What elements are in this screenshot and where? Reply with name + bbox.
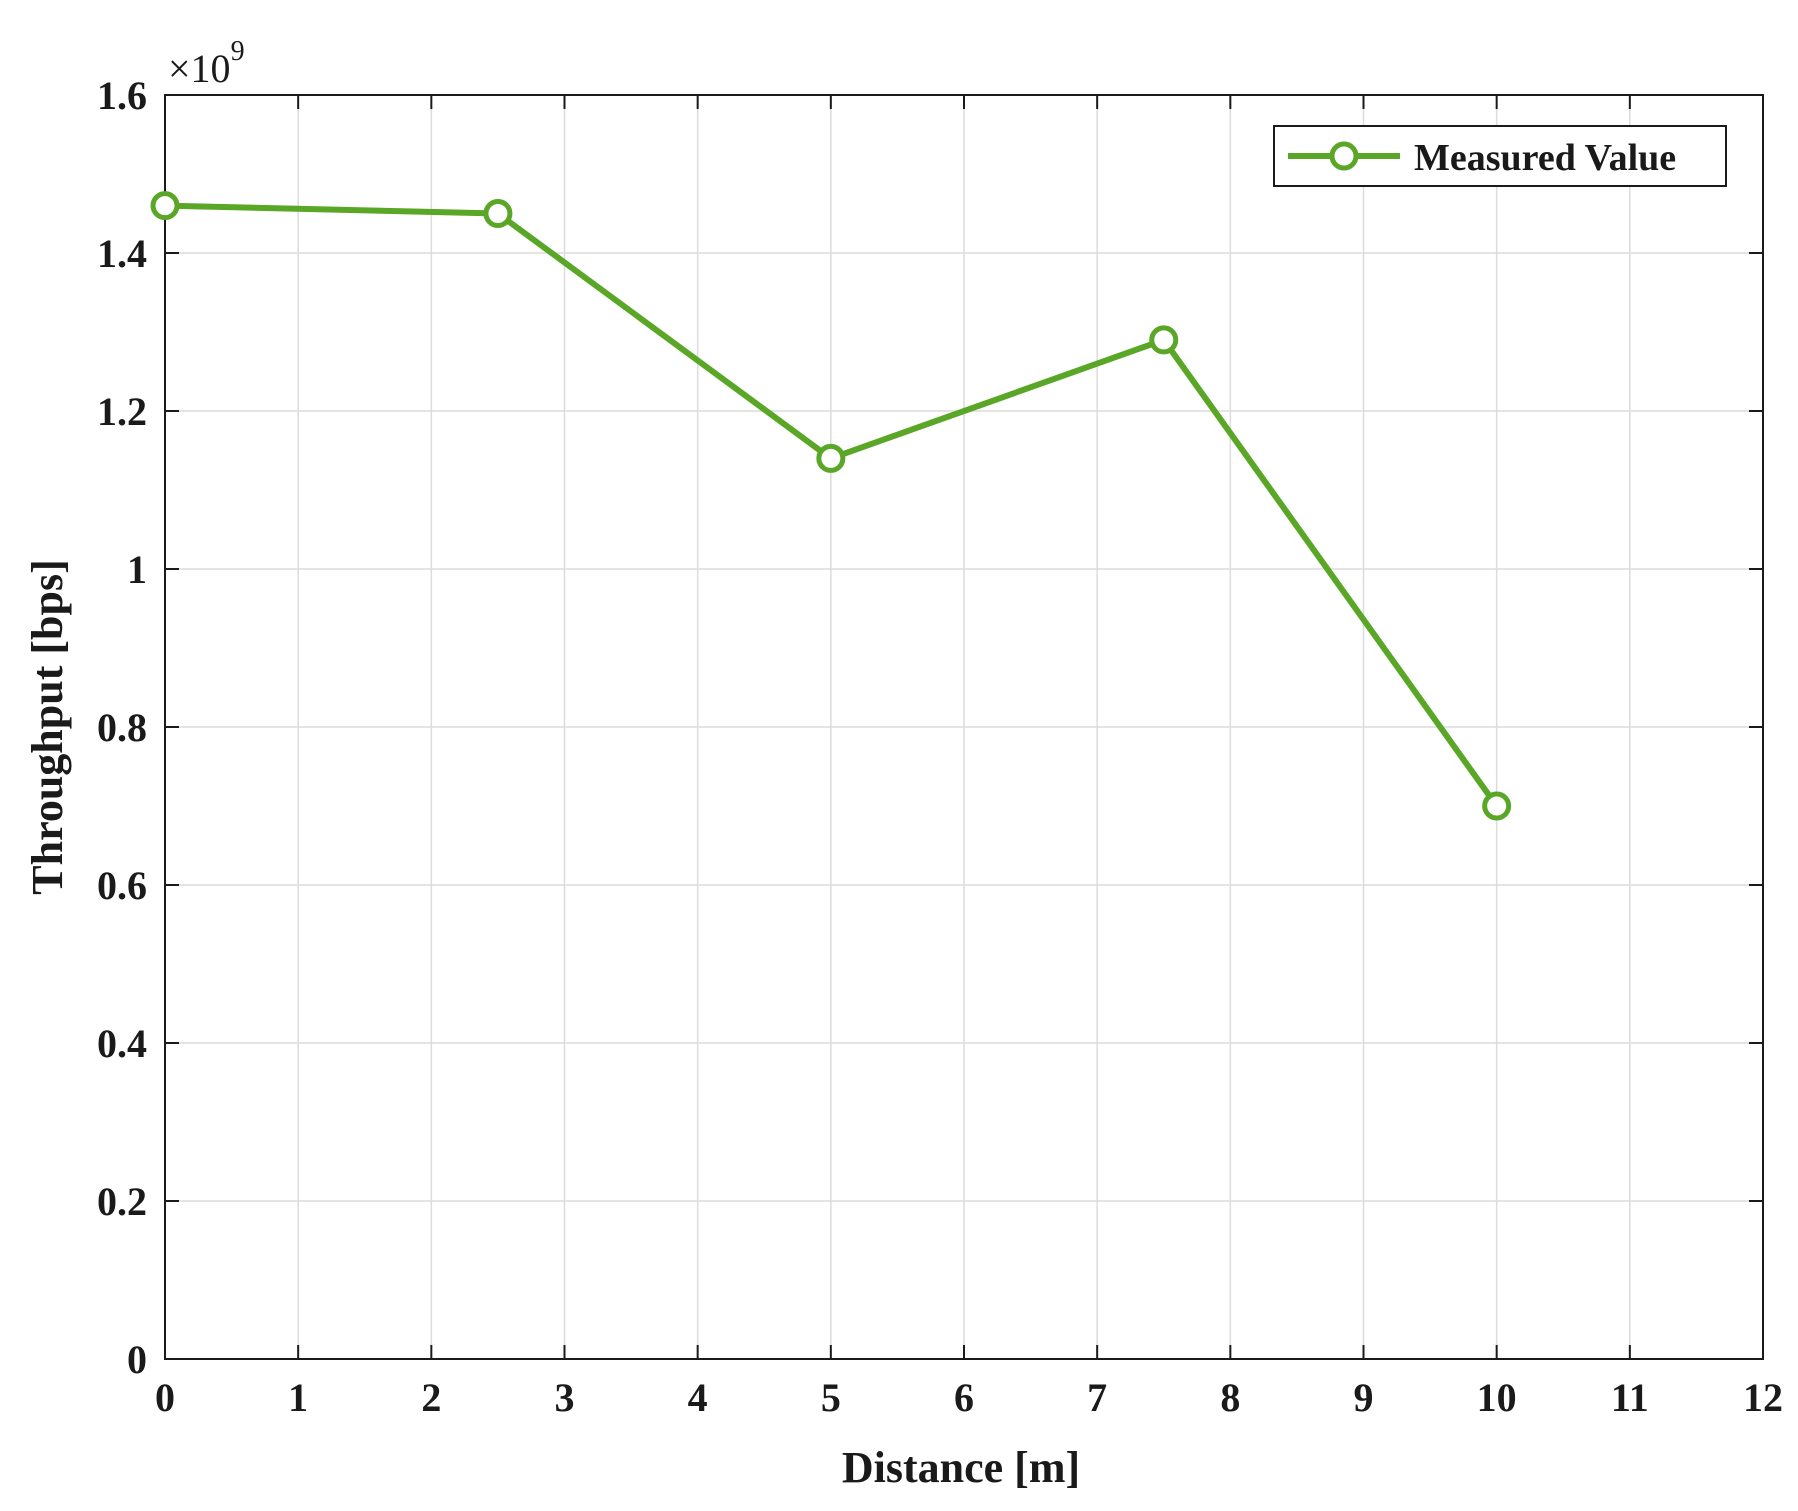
legend-marker-sample xyxy=(1329,141,1359,171)
x-tick-label: 7 xyxy=(1087,1375,1107,1420)
y-tick-label: 0.4 xyxy=(97,1021,147,1066)
grid xyxy=(164,94,1764,1360)
y-tick-label: 1 xyxy=(127,547,147,592)
x-tick-label: 4 xyxy=(688,1375,708,1420)
x-tick-label: 9 xyxy=(1354,1375,1374,1420)
y-tick-label: 1.6 xyxy=(97,73,147,118)
plot-frame xyxy=(164,94,1764,1360)
x-tick-label: 12 xyxy=(1743,1375,1783,1420)
y-tick-label: 1.2 xyxy=(97,389,147,434)
x-tick-label: 2 xyxy=(421,1375,441,1420)
y-tick-label: 1.4 xyxy=(97,231,147,276)
x-tick-label: 0 xyxy=(155,1375,175,1420)
series-layer xyxy=(150,191,1512,821)
data-point xyxy=(150,191,180,221)
data-point xyxy=(816,443,846,473)
y-tick-label: 0.8 xyxy=(97,705,147,750)
x-tick-label: 5 xyxy=(821,1375,841,1420)
x-tick-label: 3 xyxy=(555,1375,575,1420)
legend-label: Measured Value xyxy=(1414,137,1676,179)
legend: Measured Value xyxy=(1273,125,1727,187)
y-multiplier-exponent: 9 xyxy=(231,36,245,67)
y-tick-label: 0.2 xyxy=(97,1179,147,1224)
y-axis-label: Throughput [bps] xyxy=(23,559,72,894)
y-multiplier-base: ×10 xyxy=(168,46,231,91)
x-tick-label: 10 xyxy=(1477,1375,1517,1420)
x-tick-label: 1 xyxy=(288,1375,308,1420)
x-tick-label: 11 xyxy=(1611,1375,1649,1420)
y-multiplier-label: ×109 xyxy=(168,36,245,91)
y-tick-label: 0 xyxy=(127,1337,147,1382)
data-point xyxy=(483,199,513,228)
y-tick-label: 0.6 xyxy=(97,863,147,908)
x-tick-label: 8 xyxy=(1220,1375,1240,1420)
x-axis-label: Distance [m] xyxy=(842,1443,1080,1492)
x-tick-label: 6 xyxy=(954,1375,974,1420)
data-point xyxy=(1149,325,1179,355)
data-point xyxy=(1482,791,1512,821)
